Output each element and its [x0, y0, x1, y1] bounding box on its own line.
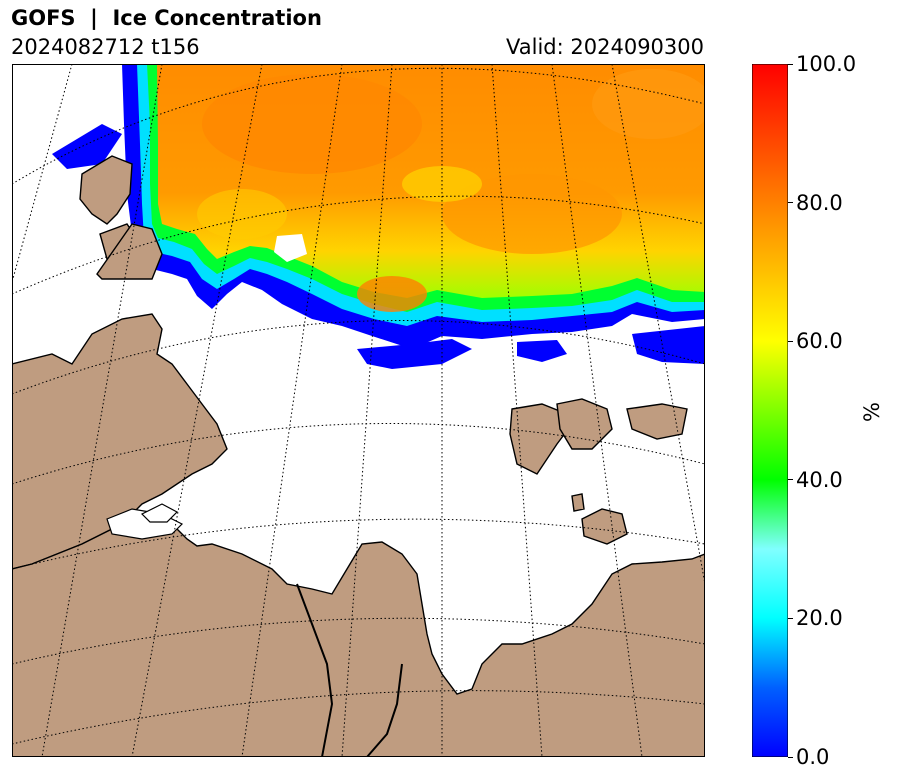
- svalbard-island: [79, 155, 133, 225]
- islet: [571, 493, 585, 512]
- map-title: GOFS | Ice Concentration: [11, 6, 322, 30]
- colorbar-tick-label: 20.0: [796, 606, 843, 631]
- island-east: [626, 403, 688, 440]
- map-frame: [12, 64, 705, 757]
- sea-ice-field: [52, 64, 705, 369]
- colorbar-tick-mark: [788, 756, 793, 758]
- rivers: [296, 583, 403, 757]
- colorbar-tick-label: 80.0: [796, 190, 843, 215]
- island-north-east: [556, 398, 613, 450]
- svalbard-east-island: [96, 223, 163, 280]
- valid-label: Valid: 2024090300: [506, 35, 704, 59]
- run-label: 2024082712 t156: [11, 35, 200, 59]
- island-small-south: [581, 508, 628, 545]
- island-north: [509, 403, 573, 475]
- colorbar-label: %: [859, 402, 884, 422]
- colorbar: [752, 64, 788, 757]
- colorbar-tick-mark: [788, 617, 793, 619]
- colorbar-tick-mark: [788, 479, 793, 481]
- colorbar-tick-mark: [788, 202, 793, 204]
- colorbar-tick-label: 60.0: [796, 329, 843, 354]
- land-masses: [12, 155, 705, 757]
- graticule: [12, 64, 705, 757]
- colorbar-tick-label: 40.0: [796, 467, 843, 492]
- colorbar-tick-mark: [788, 63, 793, 65]
- colorbar-tick-label: 100.0: [796, 52, 857, 76]
- colorbar-tick-label: 0.0: [796, 745, 830, 769]
- ice-concentration-map: [12, 64, 705, 757]
- colorbar-gradient: [752, 64, 788, 757]
- colorbar-tick-mark: [788, 340, 793, 342]
- inland-water: [106, 503, 184, 540]
